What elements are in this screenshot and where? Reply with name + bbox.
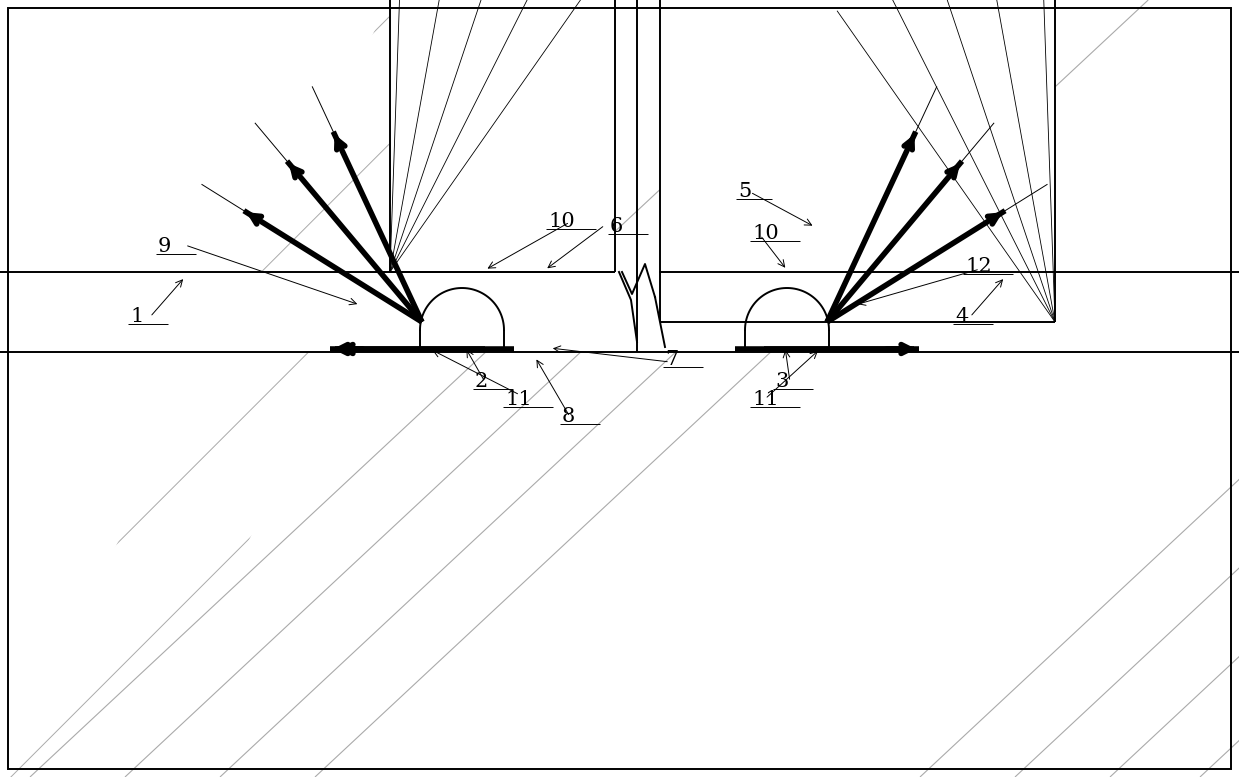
Polygon shape xyxy=(660,0,1054,322)
Text: 3: 3 xyxy=(776,372,788,391)
Text: 8: 8 xyxy=(563,407,575,426)
Polygon shape xyxy=(0,272,1239,352)
Text: 2: 2 xyxy=(475,372,488,391)
Text: 5: 5 xyxy=(738,182,751,201)
Polygon shape xyxy=(390,0,615,272)
Text: 7: 7 xyxy=(665,350,678,369)
Text: 11: 11 xyxy=(506,390,532,409)
Text: 4: 4 xyxy=(955,307,968,326)
Text: 12: 12 xyxy=(965,257,991,276)
Text: 9: 9 xyxy=(159,237,171,256)
Text: 10: 10 xyxy=(548,212,575,231)
Text: 6: 6 xyxy=(610,217,623,236)
Text: 10: 10 xyxy=(752,224,779,243)
Text: 11: 11 xyxy=(752,390,779,409)
Text: 1: 1 xyxy=(130,307,144,326)
